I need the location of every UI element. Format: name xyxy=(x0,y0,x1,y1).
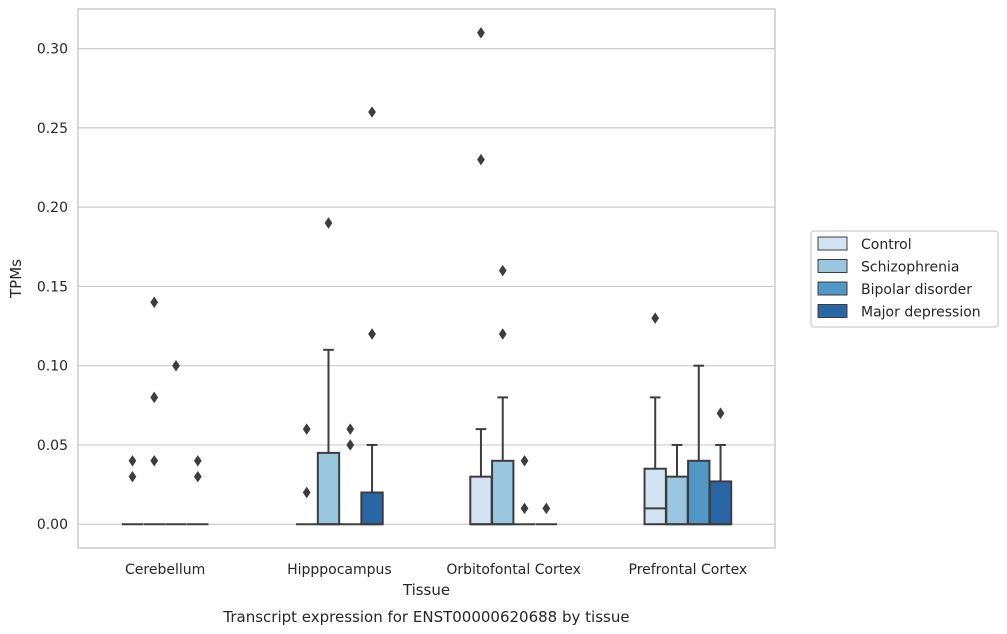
outlier-point xyxy=(498,264,507,277)
outlier-point xyxy=(172,359,180,372)
outlier-point xyxy=(651,312,660,324)
box-schizophrenia xyxy=(665,443,689,526)
box-control xyxy=(296,423,318,526)
box-major-depression xyxy=(360,106,384,526)
outlier-point xyxy=(128,455,137,467)
outlier-point xyxy=(477,153,485,166)
box-body xyxy=(687,459,711,526)
y-tick-label: 0.30 xyxy=(37,42,68,58)
outlier-point xyxy=(520,455,529,467)
legend-label: Schizophrenia xyxy=(861,260,959,276)
y-tick-labels: 0.00 0.05 0.10 0.15 0.20 0.25 0.30 xyxy=(37,42,68,534)
outlier-point xyxy=(542,502,551,515)
gridlines xyxy=(78,48,775,525)
y-tick-label: 0.25 xyxy=(37,121,68,137)
legend-swatch xyxy=(817,304,848,318)
outlier-point xyxy=(150,296,159,308)
legend-label: Major depression xyxy=(861,305,981,321)
outlier-point xyxy=(520,502,529,515)
y-tick-label: 0.05 xyxy=(37,438,68,454)
y-tick-label: 0.00 xyxy=(37,517,68,533)
legend-swatch xyxy=(817,236,848,251)
outlier-point xyxy=(716,407,725,419)
outlier-point xyxy=(346,439,355,451)
box-bipolar-disorder xyxy=(687,364,711,526)
outlier-point xyxy=(128,470,137,483)
y-axis-label: TPMs xyxy=(7,259,25,299)
x-axis-label: Tissue xyxy=(402,581,450,599)
box-schizophrenia xyxy=(491,264,515,526)
outlier-point xyxy=(302,486,311,499)
outlier-point xyxy=(477,27,485,39)
boxes xyxy=(121,27,733,526)
outlier-point xyxy=(150,455,159,467)
box-bipolar-disorder xyxy=(165,359,187,526)
outlier-point xyxy=(498,328,507,340)
x-tick-labels: Cerebellum Hipppocampus Orbitofontal Corte… xyxy=(125,562,747,578)
legend: Control Schizophrenia Bipolar disorder Majo… xyxy=(810,230,999,328)
box-control xyxy=(469,27,493,526)
y-tick-label: 0.10 xyxy=(37,359,68,375)
outlier-point xyxy=(193,455,202,467)
box-bipolar-disorder xyxy=(339,423,361,526)
x-tick-label: Cerebellum xyxy=(125,562,205,578)
chart-caption: Transcript expression for ENST0000062068… xyxy=(222,608,629,626)
outlier-point xyxy=(368,328,376,340)
x-tick-label: Orbitofontal Cortex xyxy=(446,562,581,578)
x-tick-label: Hipppocampus xyxy=(287,562,392,578)
box-schizophrenia xyxy=(316,217,341,526)
outlier-point xyxy=(302,423,311,435)
legend-swatch xyxy=(817,259,848,273)
y-tick-label: 0.20 xyxy=(37,200,68,216)
box-control xyxy=(121,455,144,526)
box-body xyxy=(316,451,341,526)
box-body xyxy=(665,475,689,526)
box-body xyxy=(360,491,384,526)
box-bipolar-disorder xyxy=(513,455,536,526)
box-body xyxy=(469,475,493,526)
box-major-depression xyxy=(708,407,733,526)
box-major-depression xyxy=(535,502,557,526)
legend-label: Bipolar disorder xyxy=(861,282,972,298)
box-body xyxy=(708,480,733,526)
outlier-point xyxy=(193,470,202,483)
plot-frame xyxy=(77,8,776,549)
legend-frame xyxy=(810,230,999,328)
box-schizophrenia xyxy=(143,296,165,526)
box-body xyxy=(643,467,667,526)
x-tick-label: Prefrontal Cortex xyxy=(629,562,748,578)
outlier-point xyxy=(346,423,355,435)
y-tick-label: 0.15 xyxy=(37,279,68,295)
box-body xyxy=(491,459,515,526)
box-control xyxy=(643,312,667,526)
outlier-point xyxy=(368,106,376,118)
legend-swatch xyxy=(817,281,848,296)
box-major-depression xyxy=(187,455,209,526)
outlier-point xyxy=(150,391,159,404)
outlier-point xyxy=(324,217,333,229)
legend-label: Control xyxy=(861,237,912,253)
